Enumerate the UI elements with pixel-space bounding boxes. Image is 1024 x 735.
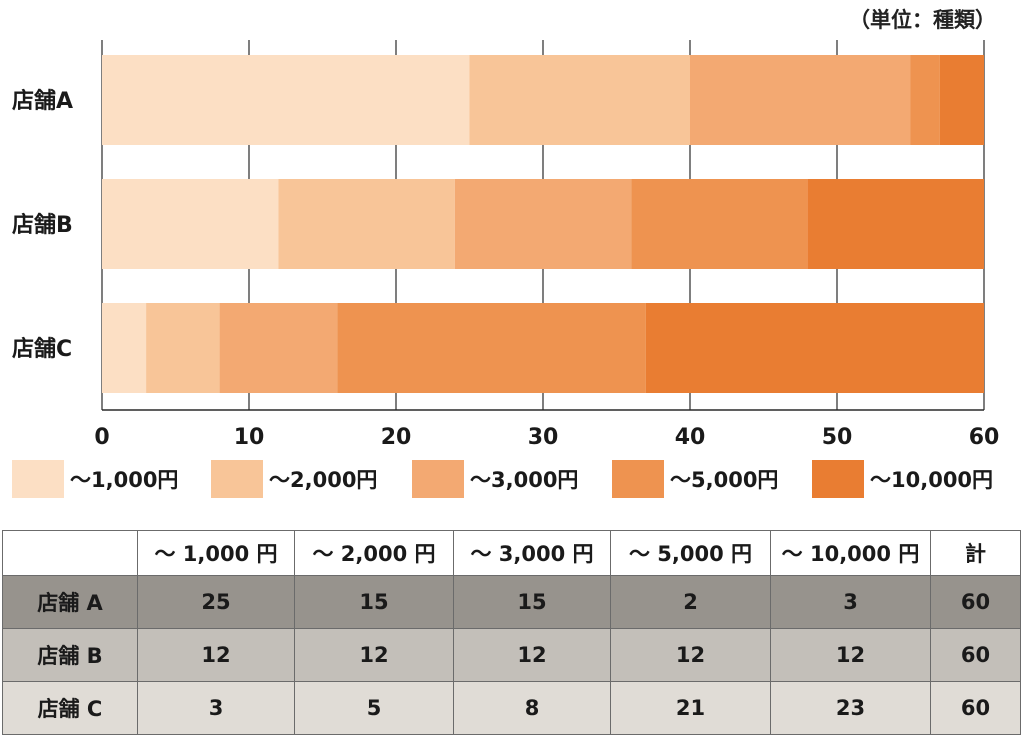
legend-label-2000: ～2,000円 <box>269 468 378 492</box>
category-labels: 店舗A 店舗B 店舗C <box>12 88 73 362</box>
legend-item-5000: ～5,000円 <box>612 458 778 500</box>
legend-item-2000: ～2,000円 <box>211 458 377 500</box>
table-row: 店舗 B 12 12 12 12 12 60 <box>2 628 1021 682</box>
legend-item-1000: ～1,000円 <box>12 458 178 500</box>
table-row-label: 店舗 A <box>2 575 138 629</box>
x-tick-label: 0 <box>94 425 109 450</box>
table-cell: 21 <box>610 681 771 735</box>
table-header-row: ～ 1,000 円 ～ 2,000 円 ～ 3,000 円 ～ 5,000 円 … <box>2 530 1021 576</box>
legend-swatch-2000 <box>211 460 263 498</box>
category-label: 店舗A <box>12 88 73 114</box>
x-tick-label: 50 <box>822 425 853 450</box>
table-cell-total: 60 <box>930 628 1021 682</box>
table-row: 店舗 C 3 5 8 21 23 60 <box>2 681 1021 735</box>
bar-segment-3-3 <box>219 303 338 393</box>
table-header-corner <box>2 530 138 576</box>
table-cell: 3 <box>770 575 931 629</box>
table-cell: 15 <box>453 575 611 629</box>
legend-swatch-10000 <box>812 460 864 498</box>
table-cell: 12 <box>453 628 611 682</box>
table-cell: 25 <box>137 575 295 629</box>
bars <box>102 55 984 393</box>
legend-item-3000: ～3,000円 <box>412 458 578 500</box>
legend-label-1000: ～1,000円 <box>70 468 179 492</box>
category-label: 店舗B <box>12 212 73 238</box>
table-header-cell: ～ 3,000 円 <box>453 530 611 576</box>
table-header-cell: ～ 2,000 円 <box>294 530 454 576</box>
table-cell: 8 <box>453 681 611 735</box>
table-header-total: 計 <box>930 530 1021 576</box>
bar-segment-2-2 <box>278 179 455 269</box>
x-axis: 0 10 20 30 40 50 60 <box>94 409 1000 450</box>
legend-swatch-5000 <box>612 460 664 498</box>
legend-label-3000: ～3,000円 <box>470 468 579 492</box>
table-cell: 12 <box>137 628 295 682</box>
bar-segment-3-4 <box>337 303 646 393</box>
table-row-label: 店舗 C <box>2 681 138 735</box>
unit-label: （単位：種類） <box>849 8 996 32</box>
bar-segment-1-2 <box>469 55 690 145</box>
table-cell-total: 60 <box>930 681 1021 735</box>
legend-swatch-1000 <box>12 460 64 498</box>
table-header-cell: ～ 10,000 円 <box>770 530 931 576</box>
bar-segment-1-4 <box>910 55 940 145</box>
bar-segment-1-3 <box>690 55 911 145</box>
table-cell: 12 <box>610 628 771 682</box>
bar-segment-1-1 <box>102 55 470 145</box>
table-cell: 2 <box>610 575 771 629</box>
bar-segment-2-1 <box>102 179 279 269</box>
table-header-cell: ～ 1,000 円 <box>137 530 295 576</box>
x-tick-label: 60 <box>969 425 1000 450</box>
legend-label-10000: ～10,000円 <box>870 468 994 492</box>
table-cell: 23 <box>770 681 931 735</box>
bar-segment-3-1 <box>102 303 147 393</box>
x-tick-label: 20 <box>381 425 412 450</box>
stacked-bar-chart: 0 10 20 30 40 50 60 店舗A 店舗B 店舗C <box>12 40 1000 450</box>
table-row: 店舗 A 25 15 15 2 3 60 <box>2 575 1021 629</box>
x-tick-label: 40 <box>675 425 706 450</box>
table-row-label: 店舗 B <box>2 628 138 682</box>
table-cell: 5 <box>294 681 454 735</box>
data-table: ～ 1,000 円 ～ 2,000 円 ～ 3,000 円 ～ 5,000 円 … <box>2 530 1021 735</box>
bar-segment-2-5 <box>807 179 984 269</box>
x-tick-label: 10 <box>234 425 265 450</box>
x-tick-label: 30 <box>528 425 559 450</box>
bar-segment-1-5 <box>939 55 984 145</box>
table-cell: 12 <box>770 628 931 682</box>
legend-item-10000: ～10,000円 <box>812 458 993 500</box>
bar-segment-2-3 <box>454 179 632 269</box>
bar-segment-3-5 <box>645 303 984 393</box>
legend-label-5000: ～5,000円 <box>670 468 779 492</box>
bar-segment-3-2 <box>146 303 220 393</box>
table-cell: 15 <box>294 575 454 629</box>
legend-swatch-3000 <box>412 460 464 498</box>
legend: ～1,000円 ～2,000円 ～3,000円 ～5,000円 ～10,000円 <box>0 458 1024 500</box>
table-cell-total: 60 <box>930 575 1021 629</box>
table-cell: 12 <box>294 628 454 682</box>
table-header-cell: ～ 5,000 円 <box>610 530 771 576</box>
bar-segment-2-4 <box>631 179 808 269</box>
category-label: 店舗C <box>12 336 72 362</box>
table-cell: 3 <box>137 681 295 735</box>
